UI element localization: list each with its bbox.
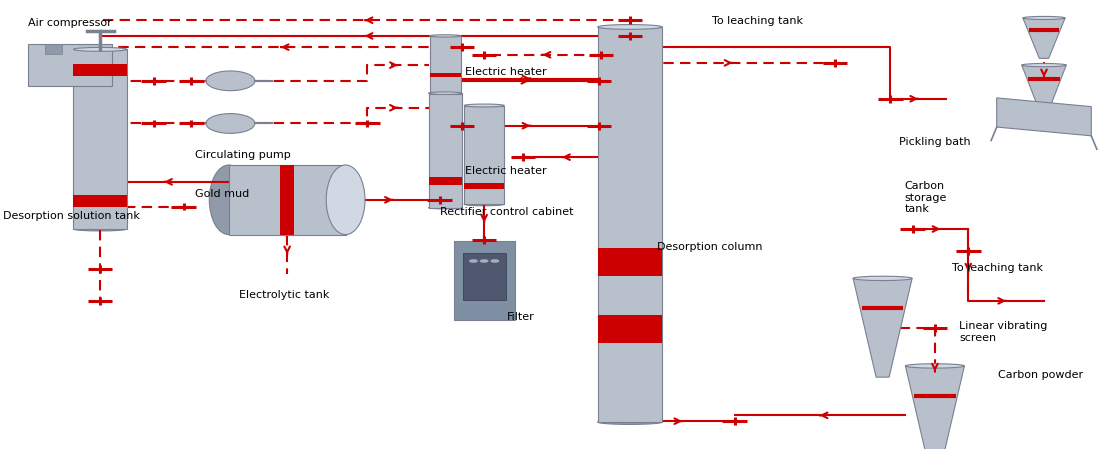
Ellipse shape	[1023, 17, 1065, 19]
Text: Air compressor: Air compressor	[28, 18, 111, 28]
Circle shape	[491, 259, 500, 263]
Bar	[429, 177, 462, 185]
Bar	[73, 64, 127, 76]
Text: Electrolytic tank: Electrolytic tank	[239, 290, 329, 299]
FancyBboxPatch shape	[429, 93, 462, 207]
FancyBboxPatch shape	[598, 27, 662, 422]
Text: To leaching tank: To leaching tank	[712, 16, 804, 26]
Bar	[430, 73, 461, 77]
FancyBboxPatch shape	[430, 36, 461, 94]
Text: Carbon
storage
tank: Carbon storage tank	[905, 181, 947, 214]
Circle shape	[206, 114, 255, 133]
Ellipse shape	[464, 104, 504, 107]
Circle shape	[469, 259, 477, 263]
Text: Electric heater: Electric heater	[465, 67, 546, 77]
Polygon shape	[906, 366, 964, 449]
FancyBboxPatch shape	[454, 242, 514, 320]
Text: Electric heater: Electric heater	[465, 166, 546, 176]
Text: Rectifier control cabinet: Rectifier control cabinet	[440, 207, 573, 216]
Circle shape	[206, 71, 255, 91]
Ellipse shape	[429, 92, 462, 94]
Ellipse shape	[464, 203, 504, 206]
Text: To leaching tank: To leaching tank	[952, 263, 1043, 273]
Bar	[46, 44, 62, 54]
Polygon shape	[1022, 65, 1066, 110]
Text: Carbon powder: Carbon powder	[998, 370, 1083, 380]
Ellipse shape	[326, 165, 365, 234]
FancyBboxPatch shape	[464, 106, 504, 204]
Bar	[280, 165, 294, 234]
Ellipse shape	[73, 48, 127, 51]
Bar	[463, 253, 505, 300]
Bar	[464, 183, 504, 189]
Text: Linear vibrating
screen: Linear vibrating screen	[959, 321, 1047, 343]
Bar	[598, 315, 662, 343]
FancyBboxPatch shape	[73, 49, 127, 229]
FancyBboxPatch shape	[229, 165, 345, 234]
Polygon shape	[997, 98, 1091, 136]
Polygon shape	[854, 278, 913, 377]
FancyBboxPatch shape	[29, 44, 112, 86]
Polygon shape	[1023, 18, 1065, 58]
Ellipse shape	[854, 276, 913, 281]
Ellipse shape	[430, 35, 461, 37]
Ellipse shape	[430, 93, 461, 96]
Circle shape	[480, 259, 489, 263]
Ellipse shape	[429, 207, 462, 209]
Ellipse shape	[209, 165, 248, 234]
Text: Circulating pump: Circulating pump	[195, 150, 290, 160]
Ellipse shape	[598, 420, 662, 424]
Ellipse shape	[1022, 63, 1066, 67]
Ellipse shape	[73, 227, 127, 231]
Text: Desorption solution tank: Desorption solution tank	[3, 211, 140, 221]
Ellipse shape	[906, 364, 964, 368]
Text: Gold mud: Gold mud	[195, 189, 249, 198]
Text: Desorption column: Desorption column	[657, 242, 762, 252]
Bar	[73, 195, 127, 207]
Text: Filter: Filter	[506, 312, 534, 321]
Bar	[598, 248, 662, 276]
Ellipse shape	[598, 25, 662, 29]
Text: Pickling bath: Pickling bath	[899, 137, 971, 147]
